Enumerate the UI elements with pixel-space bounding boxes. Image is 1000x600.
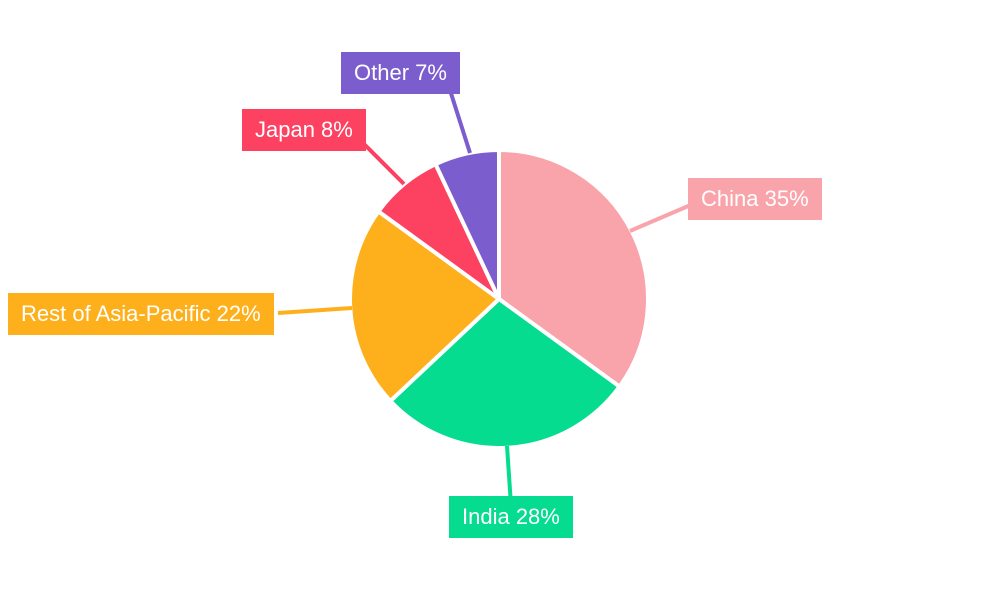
callout-label-rest-of-asia-pacific: Rest of Asia-Pacific 22% (8, 293, 274, 335)
callout-label-japan: Japan 8% (242, 109, 366, 151)
leader-line-other (447, 86, 472, 154)
callout-label-india: India 28% (449, 496, 573, 538)
leader-line-india (505, 445, 513, 506)
leader-line-rest-of-asia-pacific (277, 306, 353, 315)
callout-label-other: Other 7% (341, 52, 460, 94)
pie-slice-other[interactable] (432, 147, 501, 300)
callout-label-china: China 35% (688, 178, 822, 220)
